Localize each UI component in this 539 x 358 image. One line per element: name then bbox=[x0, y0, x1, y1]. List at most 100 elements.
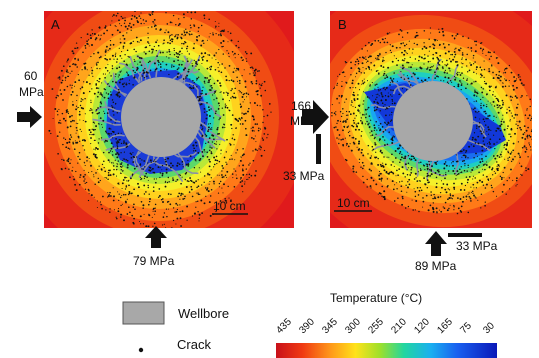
crack-point bbox=[403, 74, 404, 75]
crack-point bbox=[148, 180, 149, 181]
crack-point bbox=[89, 91, 90, 92]
crack-point bbox=[59, 76, 61, 78]
crack-point bbox=[142, 70, 144, 72]
crack-point bbox=[368, 107, 370, 109]
crack-point bbox=[422, 207, 423, 208]
crack-point bbox=[448, 44, 450, 46]
crack-point bbox=[391, 119, 393, 121]
crack-point bbox=[402, 59, 404, 61]
crack-point bbox=[532, 106, 534, 108]
crack-point bbox=[513, 117, 514, 118]
crack-point bbox=[112, 137, 113, 138]
crack-point bbox=[130, 8, 132, 10]
crack-point bbox=[190, 25, 191, 26]
crack-point bbox=[431, 173, 433, 175]
crack-point bbox=[216, 163, 217, 164]
crack-point bbox=[240, 91, 241, 92]
crack-point bbox=[195, 207, 196, 208]
crack-point bbox=[85, 113, 86, 114]
crack-point bbox=[112, 131, 113, 132]
crack-point bbox=[107, 64, 108, 65]
crack-point bbox=[221, 188, 222, 189]
crack-point bbox=[140, 215, 142, 217]
crack-point bbox=[371, 69, 372, 70]
crack-point bbox=[448, 83, 449, 84]
crack-point bbox=[141, 57, 143, 59]
crack-point bbox=[246, 58, 247, 59]
crack-point bbox=[59, 78, 60, 79]
crack-point bbox=[96, 157, 98, 159]
crack-point bbox=[62, 113, 63, 114]
crack-point bbox=[154, 178, 155, 179]
crack-point bbox=[140, 177, 141, 178]
crack-point bbox=[139, 221, 140, 222]
crack-point bbox=[379, 130, 380, 131]
crack-point bbox=[394, 166, 395, 167]
crack-point bbox=[110, 44, 112, 46]
crack-point bbox=[124, 42, 126, 44]
crack-point bbox=[115, 138, 117, 140]
crack-point bbox=[101, 94, 103, 96]
crack-point bbox=[181, 48, 183, 50]
crack-point bbox=[457, 74, 459, 76]
crack-point bbox=[117, 58, 119, 60]
crack-point bbox=[101, 103, 102, 104]
crack-point bbox=[382, 96, 384, 98]
crack-point bbox=[477, 182, 479, 184]
crack-point bbox=[401, 156, 403, 158]
crack-point bbox=[419, 67, 421, 69]
crack-point bbox=[242, 164, 244, 166]
crack-point bbox=[420, 187, 421, 188]
crack-point bbox=[113, 169, 114, 170]
crack-point bbox=[502, 119, 503, 120]
crack-point bbox=[363, 100, 364, 101]
crack-point bbox=[246, 92, 248, 94]
crack-point bbox=[207, 156, 209, 158]
crack-point bbox=[209, 115, 211, 117]
crack-point bbox=[501, 152, 502, 153]
crack-point bbox=[74, 120, 75, 121]
crack-point bbox=[219, 64, 220, 65]
crack-point bbox=[375, 183, 377, 185]
crack-point bbox=[118, 19, 120, 21]
panel-a-wellbore bbox=[121, 77, 201, 157]
crack-point bbox=[466, 199, 467, 200]
crack-point bbox=[500, 80, 501, 81]
crack-point bbox=[161, 169, 162, 170]
crack-point bbox=[478, 111, 479, 112]
crack-point bbox=[451, 162, 452, 163]
crack-point bbox=[404, 58, 405, 59]
crack-point bbox=[145, 53, 147, 55]
crack-point bbox=[217, 160, 219, 162]
crack-point bbox=[53, 118, 54, 119]
panel-a-vertical-load-label: 79 MPa bbox=[133, 254, 175, 268]
crack-point bbox=[465, 87, 467, 89]
crack-point bbox=[102, 120, 104, 122]
crack-point bbox=[367, 124, 369, 126]
crack-point bbox=[107, 112, 109, 114]
crack-point bbox=[424, 46, 426, 48]
crack-point bbox=[401, 154, 402, 155]
crack-point bbox=[424, 30, 425, 31]
crack-point bbox=[397, 148, 398, 149]
crack-point bbox=[78, 74, 79, 75]
crack-point bbox=[465, 152, 466, 153]
crack-point bbox=[211, 177, 212, 178]
crack-point bbox=[199, 55, 200, 56]
crack-point bbox=[231, 155, 232, 156]
crack-point bbox=[430, 191, 432, 193]
crack-point bbox=[242, 191, 243, 192]
crack-point bbox=[213, 99, 214, 100]
crack-point bbox=[113, 14, 115, 16]
crack-point bbox=[120, 78, 122, 80]
crack-point bbox=[476, 128, 477, 129]
crack-point bbox=[100, 201, 101, 202]
crack-point bbox=[342, 108, 344, 110]
crack-point bbox=[180, 195, 182, 197]
crack-point bbox=[224, 124, 225, 125]
crack-point bbox=[128, 25, 130, 27]
crack-point bbox=[358, 70, 360, 72]
crack-point bbox=[200, 97, 201, 98]
crack-point bbox=[488, 101, 489, 102]
crack-point bbox=[500, 126, 501, 127]
